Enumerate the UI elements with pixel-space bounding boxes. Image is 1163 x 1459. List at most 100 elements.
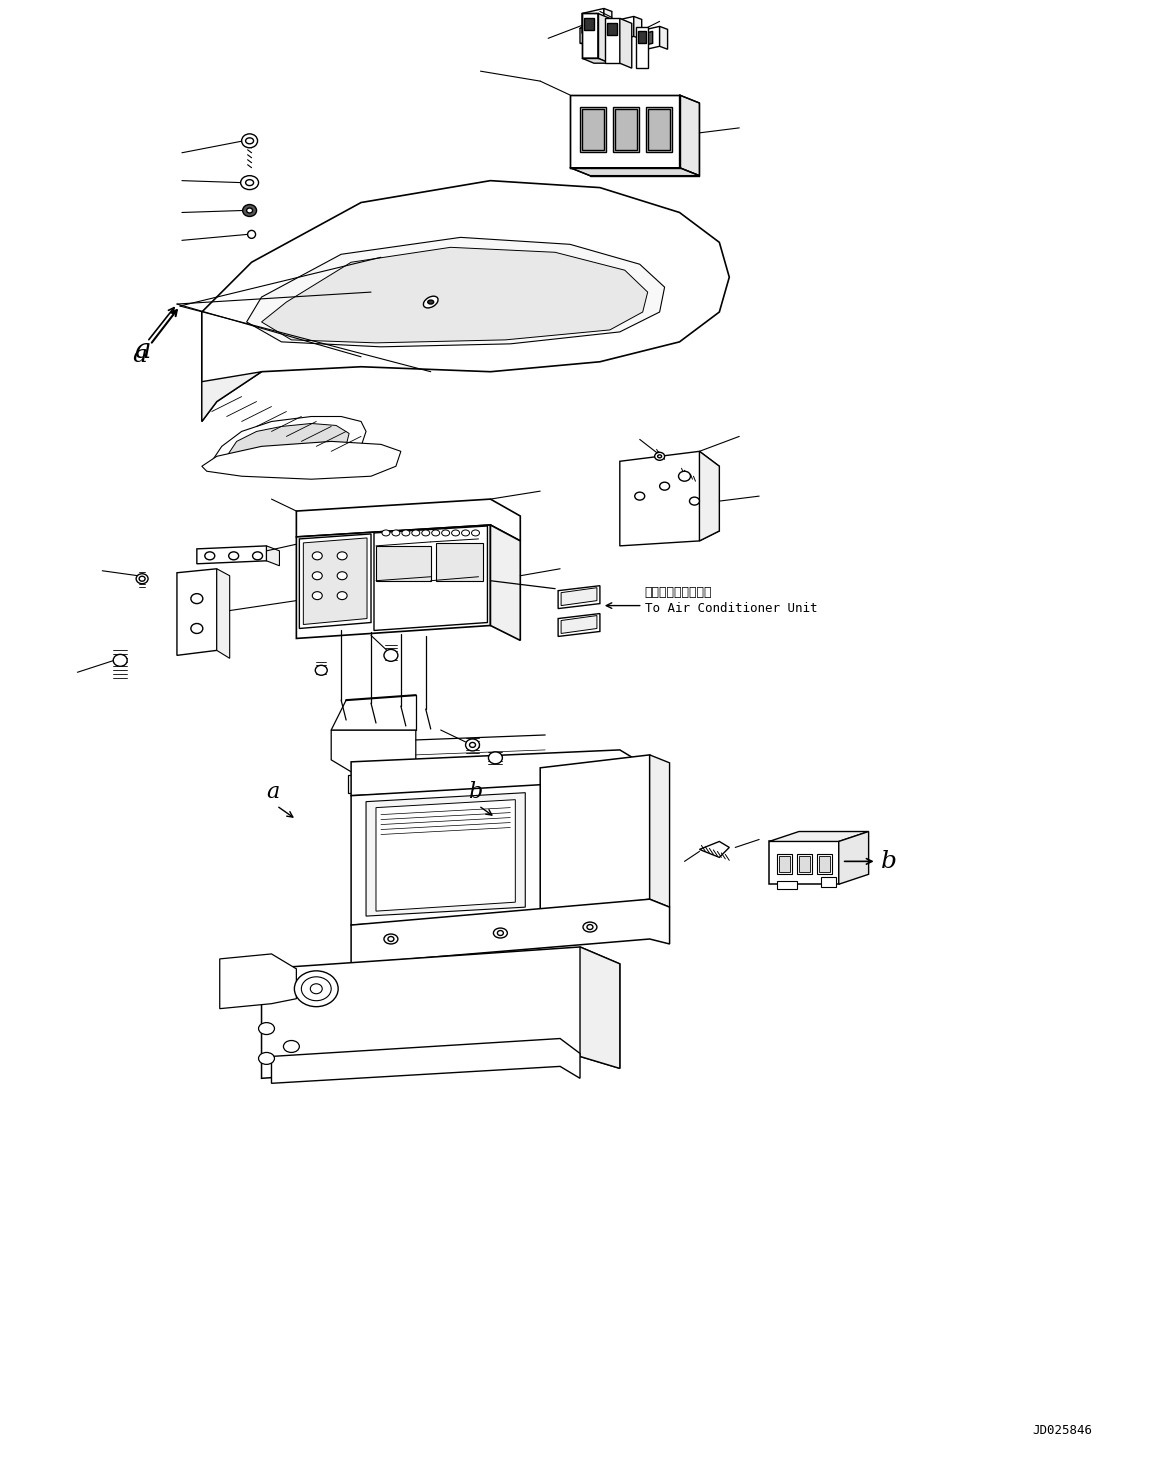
Ellipse shape — [657, 455, 662, 458]
Bar — [383, 775, 399, 792]
Polygon shape — [374, 527, 487, 630]
Polygon shape — [297, 499, 520, 541]
Ellipse shape — [191, 594, 202, 604]
Bar — [777, 881, 797, 889]
Polygon shape — [659, 26, 668, 50]
Ellipse shape — [113, 654, 127, 667]
Ellipse shape — [493, 928, 507, 938]
Ellipse shape — [242, 134, 257, 147]
Ellipse shape — [337, 592, 347, 600]
Ellipse shape — [635, 492, 644, 500]
Polygon shape — [247, 238, 664, 347]
Bar — [821, 877, 836, 887]
Ellipse shape — [412, 530, 420, 535]
Ellipse shape — [488, 751, 502, 765]
Ellipse shape — [301, 978, 331, 1001]
Ellipse shape — [392, 530, 400, 535]
Polygon shape — [598, 13, 609, 63]
Polygon shape — [769, 842, 839, 884]
Ellipse shape — [248, 231, 256, 238]
Polygon shape — [620, 19, 632, 69]
Polygon shape — [769, 832, 869, 842]
Polygon shape — [220, 954, 297, 1008]
Polygon shape — [266, 546, 279, 566]
Ellipse shape — [465, 738, 479, 751]
Text: JD025846: JD025846 — [1033, 1424, 1092, 1437]
Text: b: b — [880, 849, 897, 872]
Ellipse shape — [337, 552, 347, 560]
Ellipse shape — [245, 137, 254, 144]
Polygon shape — [612, 16, 634, 41]
Polygon shape — [636, 28, 648, 69]
Bar — [777, 855, 792, 874]
Bar — [580, 107, 606, 152]
Polygon shape — [582, 9, 604, 34]
Ellipse shape — [313, 572, 322, 579]
Polygon shape — [605, 19, 620, 63]
Polygon shape — [177, 569, 216, 655]
Polygon shape — [582, 58, 609, 63]
Ellipse shape — [241, 175, 258, 190]
Bar — [584, 19, 594, 31]
Ellipse shape — [313, 552, 322, 560]
Polygon shape — [558, 585, 600, 608]
Bar — [819, 856, 830, 872]
Bar — [607, 23, 616, 35]
Ellipse shape — [258, 1023, 274, 1034]
Ellipse shape — [678, 471, 691, 481]
Bar — [613, 107, 638, 152]
Ellipse shape — [451, 530, 459, 535]
Bar — [376, 546, 430, 581]
Ellipse shape — [284, 1040, 299, 1052]
Polygon shape — [351, 899, 670, 964]
Ellipse shape — [388, 937, 394, 941]
Ellipse shape — [471, 530, 479, 535]
Polygon shape — [580, 947, 620, 1068]
Ellipse shape — [655, 452, 664, 460]
Polygon shape — [839, 832, 869, 884]
Ellipse shape — [498, 931, 504, 935]
Bar — [645, 107, 671, 152]
Bar — [816, 855, 832, 874]
Ellipse shape — [659, 481, 670, 490]
Ellipse shape — [311, 983, 322, 994]
Polygon shape — [376, 800, 515, 910]
Polygon shape — [366, 792, 526, 916]
Ellipse shape — [229, 552, 238, 560]
Polygon shape — [202, 372, 262, 422]
Polygon shape — [304, 538, 368, 624]
Polygon shape — [491, 525, 520, 641]
Bar — [797, 855, 812, 874]
Polygon shape — [679, 95, 699, 175]
Ellipse shape — [431, 530, 440, 535]
Polygon shape — [650, 754, 670, 907]
Polygon shape — [604, 9, 612, 31]
Ellipse shape — [258, 1052, 274, 1065]
Polygon shape — [227, 423, 349, 457]
Ellipse shape — [243, 204, 257, 216]
Ellipse shape — [442, 530, 450, 535]
Bar — [582, 109, 604, 150]
Bar — [615, 109, 636, 150]
Ellipse shape — [462, 530, 470, 535]
Polygon shape — [582, 13, 598, 58]
Ellipse shape — [402, 530, 409, 535]
Ellipse shape — [205, 552, 215, 560]
Ellipse shape — [337, 572, 347, 579]
Polygon shape — [351, 785, 540, 925]
Ellipse shape — [422, 530, 429, 535]
Polygon shape — [271, 1039, 580, 1083]
Polygon shape — [202, 442, 401, 479]
Polygon shape — [561, 616, 597, 633]
Polygon shape — [262, 947, 620, 1078]
Ellipse shape — [428, 301, 434, 303]
Text: a: a — [266, 781, 280, 802]
Text: a: a — [133, 344, 147, 366]
Polygon shape — [216, 569, 229, 658]
Polygon shape — [570, 168, 699, 175]
Polygon shape — [634, 16, 642, 39]
Polygon shape — [351, 750, 650, 800]
Ellipse shape — [423, 296, 438, 308]
Ellipse shape — [587, 925, 593, 929]
Polygon shape — [699, 842, 729, 858]
